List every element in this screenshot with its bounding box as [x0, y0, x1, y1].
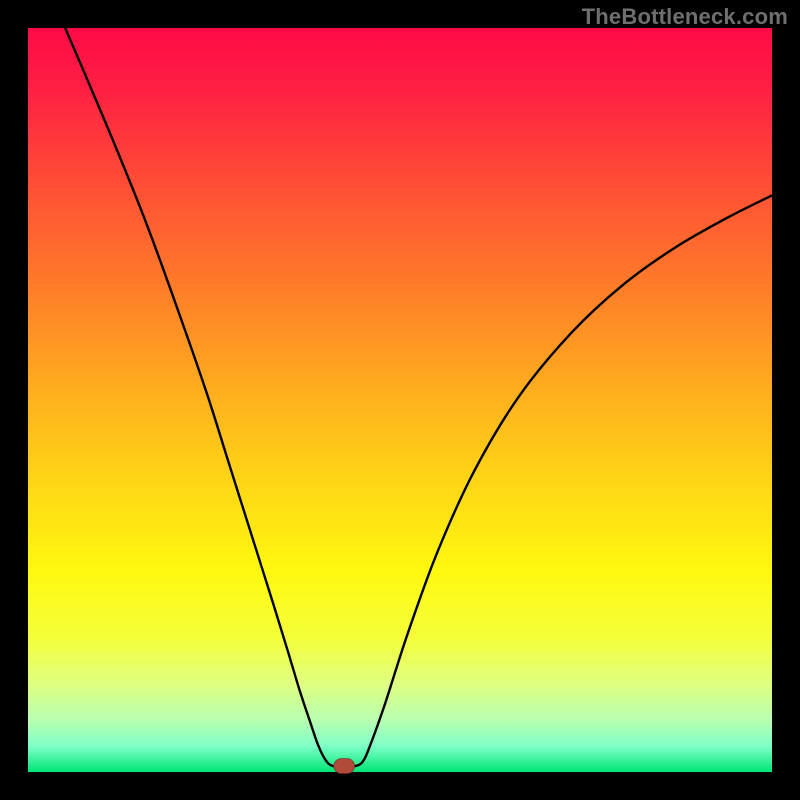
chart-canvas	[0, 0, 800, 800]
chart-frame: TheBottleneck.com	[0, 0, 800, 800]
bottleneck-curve-svg	[0, 0, 800, 800]
optimal-point-marker	[334, 759, 355, 774]
